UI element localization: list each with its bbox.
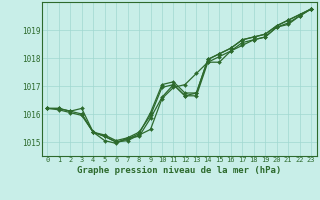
X-axis label: Graphe pression niveau de la mer (hPa): Graphe pression niveau de la mer (hPa) bbox=[77, 166, 281, 175]
